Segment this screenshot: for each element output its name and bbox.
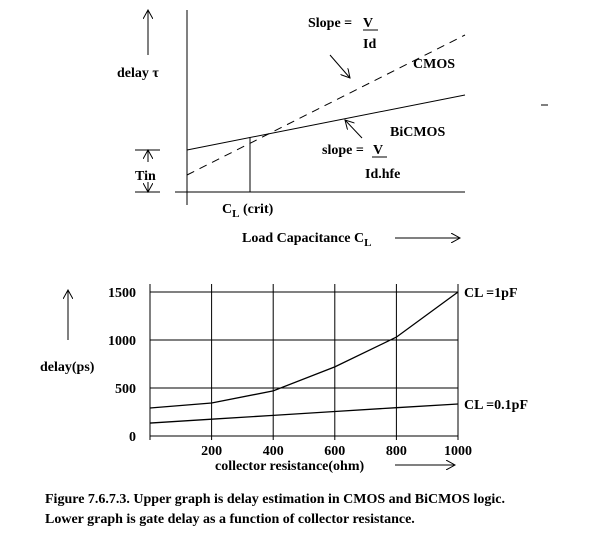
legend-label: CL =0.1pF [464,398,528,413]
x-tick-label: 400 [263,444,284,459]
x-tick-label: 1000 [444,444,472,459]
legend-label: CL =1pF [464,286,518,301]
slope-label: slope = [322,143,364,158]
crit-label: CL (crit) [222,202,274,220]
bicmos-line [186,94,466,151]
series-line [149,403,459,424]
y-tick-label: 1500 [108,286,136,301]
x-label: collector resistance(ohm) [215,459,364,474]
caption: Lower graph is gate delay as a function … [45,512,415,527]
cmos-line [186,34,466,176]
slope-den: Id [363,37,376,52]
text: C [222,202,232,217]
y-tick-label: 0 [129,430,136,445]
x-tick-label: 800 [386,444,407,459]
y-tick-label: 500 [115,382,136,397]
tin-label: Tin [135,169,156,184]
x-tick-label: 600 [324,444,345,459]
bicmos-label: BiCMOS [390,125,445,140]
slope-label: Slope = [308,16,352,31]
arrow [329,54,350,78]
y-tick-label: 1000 [108,334,136,349]
x-tick-label: 200 [201,444,222,459]
upper-graph: delay τ Slope = V Id CMOS BiCMOS slope =… [117,10,548,249]
lower-chart: delay(ps) collector resistance(ohm) 0 500… [40,284,528,474]
text: (crit) [239,202,273,217]
slope-num: V [373,143,383,158]
arrow [345,120,363,139]
text: L [232,208,239,220]
text: Load Capacitance C [242,231,364,246]
caption: Figure 7.6.7.3. Upper graph is delay est… [45,492,505,507]
cmos-label: CMOS [413,57,455,72]
slope-den: Id.hfe [365,167,400,182]
y-label: delay τ [117,66,159,81]
series-line [149,291,459,409]
x-label: Load Capacitance CL [242,231,371,249]
text: L [364,237,371,249]
y-label: delay(ps) [40,360,95,375]
slope-num: V [363,16,373,31]
